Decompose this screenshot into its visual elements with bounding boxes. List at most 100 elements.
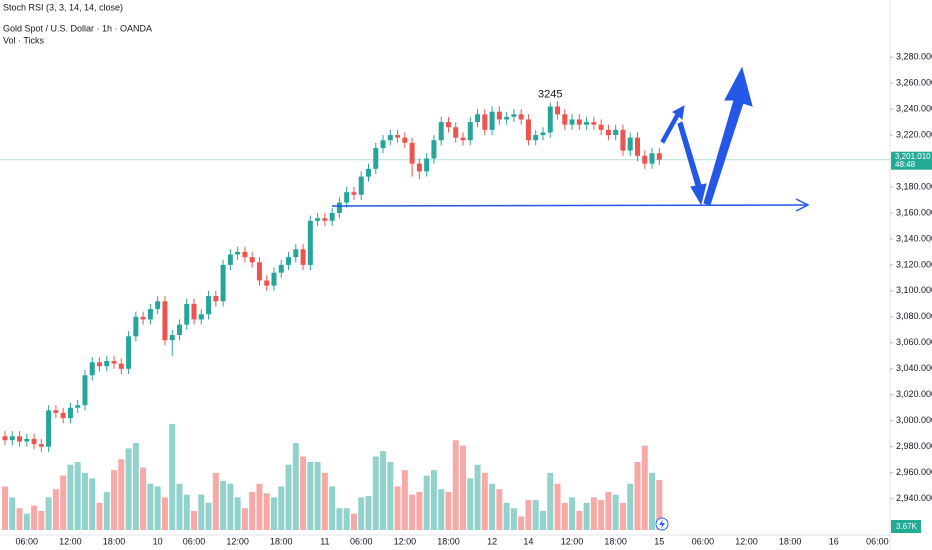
symbol-title[interactable]: Gold Spot / U.S. Dollar · 1h · OANDA	[3, 23, 152, 33]
volume-bar	[161, 497, 168, 530]
volume-bar	[307, 462, 314, 530]
candle-body	[576, 119, 582, 125]
event-bolt	[659, 519, 665, 529]
candle-body	[169, 335, 175, 341]
x-tick-label: 06:00	[16, 536, 39, 546]
candle-body	[605, 129, 611, 136]
volume-bar	[554, 483, 561, 530]
candle-body	[227, 254, 233, 265]
candle-body	[533, 135, 539, 141]
volume-bar	[89, 478, 96, 530]
volume-bar	[532, 500, 539, 530]
volume-bar	[590, 497, 597, 530]
volume-layer	[2, 423, 663, 530]
y-tick-label: 3,220.000	[896, 129, 932, 139]
volume-bar	[38, 510, 45, 530]
candle-body	[38, 444, 44, 447]
volume-bar	[256, 483, 263, 530]
volume-bar	[169, 423, 176, 530]
candle-body	[213, 296, 219, 302]
y-tick-label: 3,020.000	[896, 389, 932, 399]
y-tick-label: 2,940.000	[896, 493, 932, 503]
candle-body	[17, 436, 23, 442]
candle-body	[387, 135, 393, 141]
peak-label: 3245	[538, 88, 562, 100]
volume-bar	[111, 470, 118, 530]
candle-body	[111, 360, 117, 364]
volume-bar	[132, 442, 139, 530]
x-tick-label: 18:00	[437, 536, 460, 546]
volume-bar	[401, 470, 408, 530]
candle-body	[489, 111, 495, 130]
candle-body	[613, 129, 619, 136]
axis-layer: 2,940.000 2,960.000 2,980.000 3,000.000 3,02…	[0, 52, 932, 546]
volume-bar	[285, 464, 292, 530]
volume-bar	[503, 502, 510, 530]
candle-body	[460, 137, 466, 141]
volume-bar	[278, 486, 285, 530]
countdown-label: 48:48	[895, 160, 916, 169]
y-tick-label: 3,260.000	[896, 77, 932, 87]
candle-body	[504, 116, 510, 120]
x-tick-label: 18:00	[270, 536, 293, 546]
volume-bar	[539, 510, 546, 530]
candle-body	[162, 301, 168, 341]
y-tick-label: 3,060.000	[896, 337, 932, 347]
volume-bar	[212, 472, 219, 530]
volume-bar	[2, 486, 8, 530]
x-tick-label: 18:00	[779, 536, 802, 546]
x-tick-label: 06:00	[692, 536, 715, 546]
x-tick-label: 12:00	[59, 536, 82, 546]
candle-body	[438, 122, 444, 141]
candle-body	[358, 176, 364, 195]
candle-body	[264, 280, 270, 286]
candle-body	[424, 158, 430, 172]
candle-body	[60, 412, 66, 419]
volume-bar	[96, 502, 103, 530]
candle-body	[75, 405, 81, 408]
down-arrow	[677, 121, 707, 206]
candle-body	[140, 316, 146, 320]
candle-body	[206, 296, 212, 315]
candle-body	[525, 119, 531, 141]
candle-body	[555, 106, 561, 115]
volume-bar	[583, 502, 590, 530]
volume-bar	[300, 456, 307, 530]
indicator-label[interactable]: Stoch RSI (3, 3, 14, 14, close)	[3, 2, 123, 12]
candle-body	[445, 122, 451, 128]
support-arrowhead	[795, 198, 810, 212]
candle-body	[482, 114, 488, 130]
volume-bar	[358, 497, 365, 530]
candle-body	[97, 362, 103, 367]
volume-bar	[191, 510, 198, 530]
candle-body	[315, 218, 321, 221]
candle-body	[242, 251, 248, 258]
candle-layer	[2, 101, 662, 452]
y-tick-label: 3,120.000	[896, 259, 932, 269]
volume-bar	[220, 481, 227, 530]
volume-bar	[350, 513, 357, 530]
x-tick-label: 06:00	[866, 536, 889, 546]
candle-body	[409, 142, 415, 164]
candle-body	[82, 375, 88, 406]
candle-body	[642, 155, 648, 164]
candle-body	[286, 257, 292, 265]
volume-title[interactable]: Vol · Ticks	[3, 35, 45, 45]
volume-bar	[60, 475, 67, 530]
y-tick-label: 3,100.000	[896, 285, 932, 295]
candle-body	[518, 114, 524, 120]
candle-body	[133, 316, 139, 337]
x-tick-label: 15	[654, 536, 664, 546]
volume-tag-label: 3.67K	[896, 522, 918, 531]
volume-bar	[649, 472, 656, 530]
up-arrow	[703, 66, 753, 206]
volume-bar	[103, 491, 110, 530]
volume-bar	[518, 516, 525, 530]
volume-bar	[183, 494, 190, 530]
volume-bar	[525, 500, 532, 530]
x-tick-label: 12:00	[561, 536, 584, 546]
volume-bar	[627, 483, 634, 530]
volume-bar	[321, 472, 328, 530]
y-tick-label: 2,980.000	[896, 441, 932, 451]
candle-body	[53, 410, 59, 413]
